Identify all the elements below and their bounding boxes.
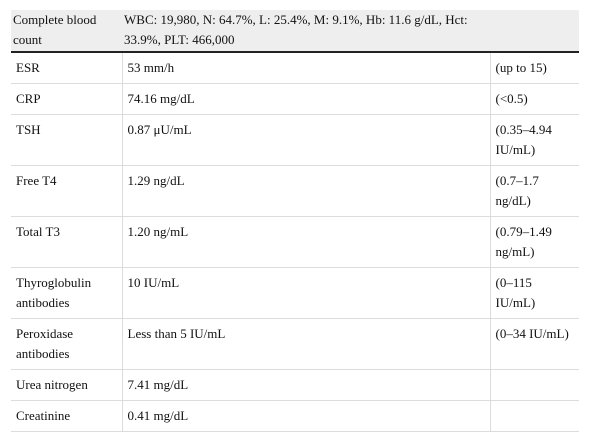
table-cell: 0.87 μU/mL	[121, 114, 490, 166]
table-row: Total T3 1.20 ng/mL (0.79–1.49 ng/mL)	[11, 216, 579, 268]
table-cell: Creatinine	[11, 400, 122, 432]
table-cell: 74.16 mg/dL	[121, 83, 490, 115]
table-cell	[489, 369, 579, 401]
table-cell: 1.29 ng/dL	[121, 165, 490, 217]
table-cell: Thyroglobulin antibodies	[11, 267, 122, 319]
table-cell: TSH	[11, 114, 122, 166]
table-row: Peroxidase antibodies Less than 5 IU/mL (0…	[11, 318, 579, 370]
table-cell: 7.41 mg/dL	[121, 369, 490, 401]
table-cell: (0.79–1.49 ng/mL)	[489, 216, 579, 268]
table-row: TSH 0.87 μU/mL (0.35–4.94 IU/mL)	[11, 114, 579, 166]
table-cell	[489, 400, 579, 432]
header-row: Complete blood count WBC: 19,980, N: 64.…	[11, 10, 579, 53]
table-body: ESR 53 mm/h (up to 15) CRP 74.16 mg/dL (<0.5)…	[11, 52, 579, 432]
table-cell: (0–34 IU/mL)	[489, 318, 579, 370]
table-row: Urea nitrogen 7.41 mg/dL	[11, 369, 579, 401]
table-cell: 53 mm/h	[121, 52, 490, 84]
table-row: Thyroglobulin antibodies 10 IU/mL (0–115 I…	[11, 267, 579, 319]
table-row: Free T4 1.29 ng/dL (0.7–1.7 ng/dL)	[11, 165, 579, 217]
table-cell: Urea nitrogen	[11, 369, 122, 401]
table-row: CRP 74.16 mg/dL (<0.5)	[11, 83, 579, 115]
table-cell: 1.20 ng/mL	[121, 216, 490, 268]
header-cell: Complete blood count	[11, 10, 122, 53]
table-row: Creatinine 0.41 mg/dL	[11, 400, 579, 432]
table-cell: (0–115 IU/mL)	[489, 267, 579, 319]
header-cell	[490, 10, 579, 53]
table-cell: CRP	[11, 83, 122, 115]
table-cell: Free T4	[11, 165, 122, 217]
table-cell: 0.41 mg/dL	[121, 400, 490, 432]
table-cell: (0.7–1.7 ng/dL)	[489, 165, 579, 217]
table-cell: Less than 5 IU/mL	[121, 318, 490, 370]
table-header: Complete blood count WBC: 19,980, N: 64.…	[11, 10, 579, 53]
table-cell: (up to 15)	[489, 52, 579, 84]
table-cell: Total T3	[11, 216, 122, 268]
table-cell: ESR	[11, 52, 122, 84]
table-row: ESR 53 mm/h (up to 15)	[11, 52, 579, 84]
header-cell: WBC: 19,980, N: 64.7%, L: 25.4%, M: 9.1%…	[122, 10, 490, 53]
table-cell: (0.35–4.94 IU/mL)	[489, 114, 579, 166]
table-cell: (<0.5)	[489, 83, 579, 115]
lab-table: Complete blood count WBC: 19,980, N: 64.…	[11, 10, 579, 432]
table-cell: 10 IU/mL	[121, 267, 490, 319]
table-cell: Peroxidase antibodies	[11, 318, 122, 370]
